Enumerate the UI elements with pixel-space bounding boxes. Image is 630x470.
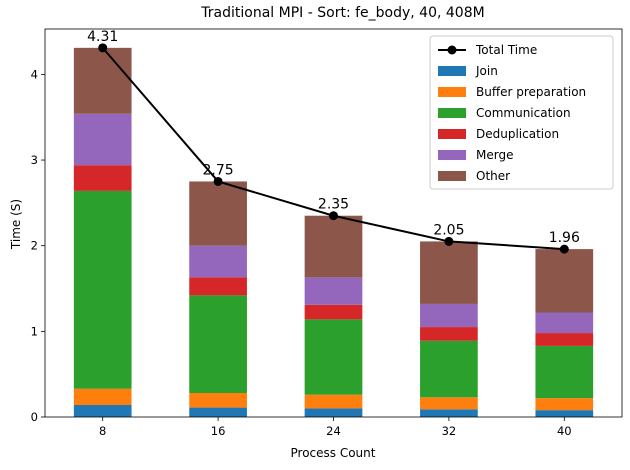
legend: Total Time Join Buffer preparation Communic… (429, 35, 614, 190)
bar-communication-8 (73, 190, 132, 389)
legend-swatch-buffer-preparation (438, 87, 466, 97)
bar-other-8 (73, 47, 132, 114)
total-time-point-32 (444, 236, 454, 246)
total-time-line-layer: 4.31 2.75 2.35 2.05 1.96 (87, 29, 580, 254)
y-tick-label: 0 (31, 410, 38, 424)
total-time-label-24: 2.35 (318, 197, 349, 213)
y-tick-label: 4 (31, 67, 38, 81)
x-axis-label: Process Count (291, 446, 376, 460)
bar-deduplication-40 (535, 333, 594, 346)
bar-other-32 (420, 241, 478, 304)
bar-join-32 (420, 409, 478, 417)
bar-communication-24 (304, 319, 363, 395)
total-time-label-32: 2.05 (433, 222, 464, 238)
legend-label-total-time: Total Time (475, 43, 537, 57)
y-tick-label: 2 (31, 239, 38, 253)
bar-other-40 (535, 249, 594, 313)
y-axis-label: Time (S) (9, 199, 23, 250)
bar-communication-32 (420, 340, 478, 398)
legend-label-other: Other (476, 169, 510, 183)
bar-deduplication-8 (73, 165, 132, 191)
bar-buffer-preparation-24 (304, 394, 363, 409)
bars-layer (73, 47, 594, 417)
legend-swatch-deduplication (438, 129, 466, 139)
bar-buffer-preparation-16 (189, 393, 247, 408)
x-tick-label: 40 (557, 424, 572, 438)
bar-merge-8 (73, 113, 132, 166)
legend-label-communication: Communication (476, 106, 571, 120)
y-tick-label: 3 (31, 153, 38, 167)
bar-buffer-preparation-8 (73, 388, 132, 406)
total-time-point-24 (329, 211, 338, 221)
x-tick-label: 24 (326, 424, 341, 438)
legend-label-deduplication: Deduplication (476, 127, 559, 141)
total-time-point-40 (559, 244, 569, 254)
bar-communication-40 (535, 345, 594, 399)
x-tick-label: 32 (442, 424, 457, 438)
legend-label-buffer-preparation: Buffer preparation (476, 85, 586, 99)
bar-other-16 (189, 181, 247, 246)
bar-buffer-preparation-32 (420, 397, 478, 410)
legend-swatch-merge (438, 150, 466, 160)
bar-deduplication-16 (189, 277, 247, 296)
bar-join-24 (304, 408, 363, 417)
y-tick-label: 1 (31, 324, 38, 338)
legend-label-join: Join (475, 64, 498, 78)
legend-swatch-join (438, 66, 466, 76)
axes-layer: 0 1 2 3 4 8 16 24 32 40 (31, 28, 623, 438)
x-tick-label: 8 (99, 424, 106, 438)
bar-join-40 (535, 410, 594, 417)
bar-other-24 (304, 215, 363, 278)
legend-marker-total-time (447, 45, 457, 55)
legend-swatch-communication (438, 108, 466, 118)
bar-communication-16 (189, 295, 247, 394)
bar-join-16 (189, 407, 247, 417)
total-time-label-8: 4.31 (87, 29, 118, 45)
legend-label-merge: Merge (476, 148, 513, 162)
chart-title: Traditional MPI - Sort: fe_body, 40, 408… (200, 5, 484, 21)
legend-swatch-other (438, 171, 466, 181)
bar-join-8 (73, 405, 132, 417)
bar-deduplication-24 (304, 304, 363, 320)
total-time-label-40: 1.96 (549, 230, 580, 246)
bar-deduplication-32 (420, 327, 478, 341)
bar-merge-40 (535, 312, 594, 334)
x-tick-label: 16 (211, 424, 226, 438)
legend-box (429, 35, 614, 190)
total-time-point-8 (98, 43, 108, 53)
bar-buffer-preparation-40 (535, 398, 594, 411)
total-time-point-16 (213, 176, 223, 186)
total-time-label-16: 2.75 (203, 162, 234, 178)
bar-merge-32 (420, 303, 478, 328)
bar-merge-24 (304, 277, 363, 305)
bar-merge-16 (189, 245, 247, 278)
